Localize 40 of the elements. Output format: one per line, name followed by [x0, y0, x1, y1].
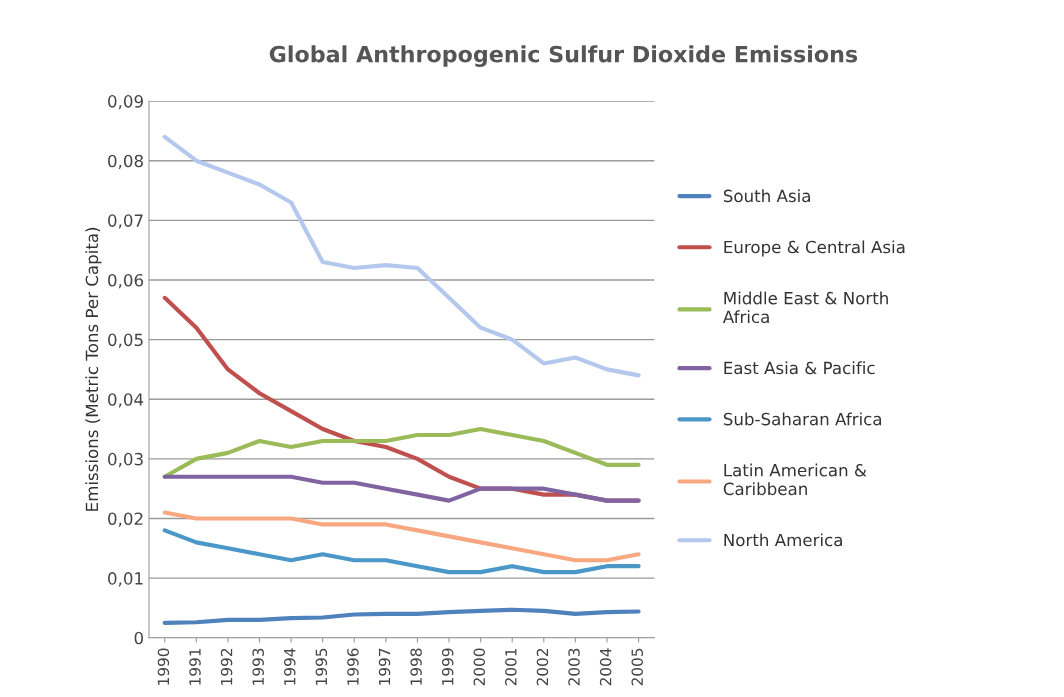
x-tick-label: 2001 [505, 648, 517, 686]
x-tick-label: 2000 [473, 648, 486, 686]
y-tick-label: 0,05 [108, 333, 143, 348]
legend-label: Europe & Central Asia [724, 240, 905, 257]
legend-label: Sub-Saharan Africa [723, 412, 882, 426]
y-axis-title: Emissions (Metric Tons Per Capita) [85, 227, 102, 511]
x-tick-label: 1990 [157, 648, 170, 685]
y-tick-label: 0,01 [108, 572, 143, 587]
line-series [162, 607, 641, 625]
y-tick-label: 0,06 [108, 273, 144, 289]
chart-title: Global Anthropogenic Sulfur Dioxide Emissions [269, 45, 858, 67]
x-tick-label: 1995 [315, 648, 328, 685]
line-series [162, 474, 641, 503]
line-series [162, 528, 641, 575]
legend-label: North America [724, 533, 842, 547]
x-tick-label: 1992 [220, 649, 233, 685]
x-tick-label: 2005 [631, 648, 643, 686]
y-tick-label: 0,02 [108, 512, 143, 527]
line-series [162, 134, 641, 378]
x-tick-label: 1994 [283, 648, 296, 685]
x-tick-label: 1997 [378, 648, 391, 685]
legend-label: South Asia [723, 189, 810, 203]
x-tick-label: 1996 [347, 648, 359, 685]
x-tick-label: 1993 [252, 648, 264, 685]
legend-label: Latin American & Caribbean [723, 463, 867, 496]
y-tick-label: 0,09 [108, 95, 143, 110]
legend-label: Middle East & North Africa [722, 291, 888, 324]
y-tick-label: 0 [134, 631, 143, 645]
x-tick-label: 2004 [599, 648, 612, 686]
x-tick-label: 2003 [568, 648, 580, 686]
y-tick-label: 0,04 [108, 393, 144, 408]
x-tick-label: 1999 [441, 648, 454, 685]
y-tick-label: 0,07 [108, 214, 143, 229]
line-series [162, 510, 641, 563]
legend-label: East Asia & Pacific [724, 361, 875, 375]
y-tick-label: 0,08 [108, 154, 143, 169]
y-tick-label: 0,03 [108, 452, 143, 468]
x-tick-label: 1991 [189, 648, 201, 685]
x-tick-label: 1998 [410, 648, 422, 685]
x-tick-label: 2002 [536, 649, 549, 686]
